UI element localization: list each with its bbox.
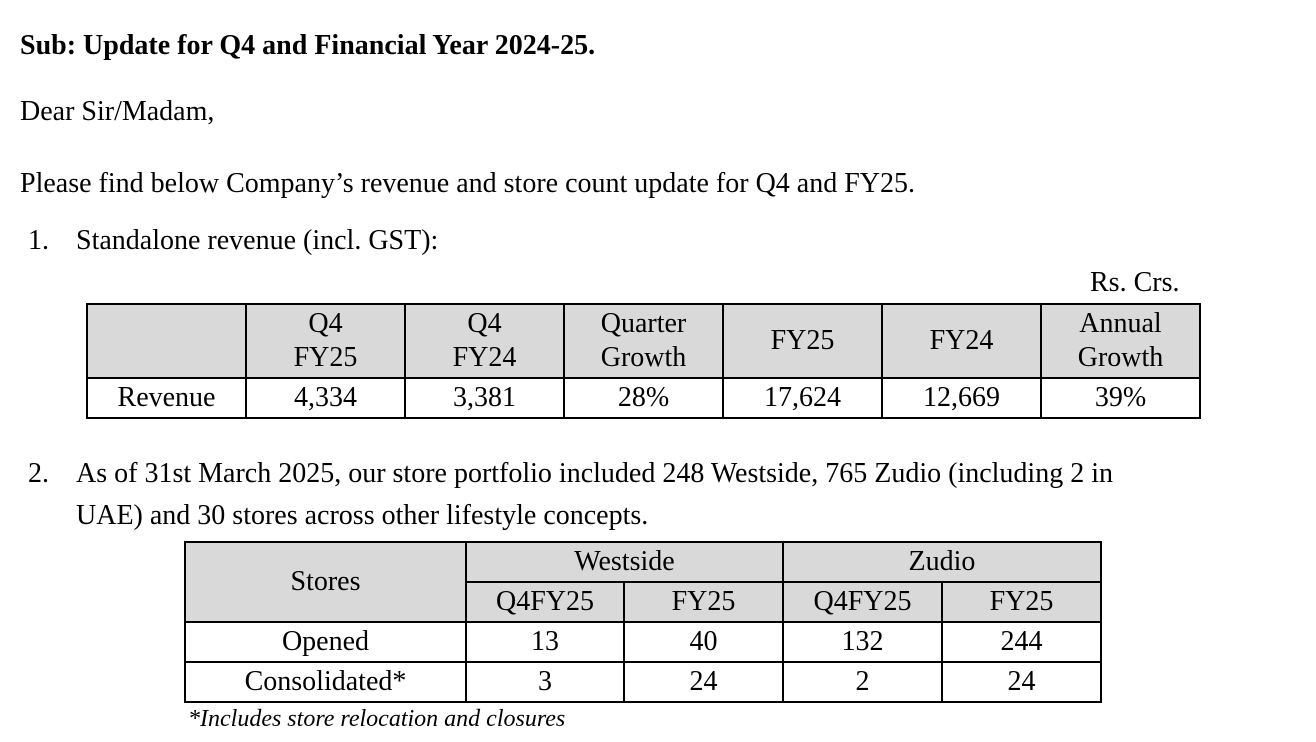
store-cell: 40: [623, 621, 784, 663]
store-table: Stores Westside Zudio Q4FY25 FY25 Q4FY25…: [184, 541, 1102, 703]
item-2-line-1: As of 31st March 2025, our store portfol…: [76, 458, 1113, 489]
revenue-row-label: Revenue: [86, 377, 247, 419]
item-2-line-2: UAE) and 30 stores across other lifestyl…: [76, 500, 649, 531]
revenue-header-fy24: FY24: [881, 303, 1042, 379]
revenue-header-fy25: FY25: [722, 303, 883, 379]
salutation: Dear Sir/Madam,: [20, 96, 215, 127]
store-cell: 2: [782, 661, 943, 703]
revenue-fy24-value: 12,669: [881, 377, 1042, 419]
store-cell: 24: [941, 661, 1102, 703]
store-cell: 244: [941, 621, 1102, 663]
store-cell: 132: [782, 621, 943, 663]
store-cell: 13: [465, 621, 625, 663]
revenue-header-annual-growth: Annual Growth: [1040, 303, 1201, 379]
item-1-text: Standalone revenue (incl. GST):: [76, 225, 439, 256]
store-subheader-westside-fy25: FY25: [623, 581, 784, 623]
footnote: *Includes store relocation and closures: [188, 706, 566, 732]
store-header-corner: Stores: [184, 541, 467, 623]
item-1-number: 1.: [28, 225, 49, 256]
revenue-quarter-growth-value: 28%: [563, 377, 724, 419]
store-subheader-zudio-fy25: FY25: [941, 581, 1102, 623]
revenue-header-q4fy24: Q4 FY24: [404, 303, 565, 379]
revenue-fy25-value: 17,624: [722, 377, 883, 419]
revenue-q4fy24-value: 3,381: [404, 377, 565, 419]
revenue-table: Q4 FY25 Q4 FY24 Quarter Growth FY25 FY24 An…: [86, 303, 1201, 419]
revenue-header-quarter-growth: Quarter Growth: [563, 303, 724, 379]
unit-label: Rs. Crs.: [1090, 267, 1180, 298]
revenue-header-corner: [86, 303, 247, 379]
store-header-westside: Westside: [465, 541, 784, 583]
table-row: Opened 13 40 132 244: [184, 621, 1102, 663]
revenue-header-q4fy25: Q4 FY25: [245, 303, 406, 379]
table-row: Revenue 4,334 3,381 28% 17,624 12,669 39…: [86, 377, 1201, 419]
item-2-number: 2.: [28, 458, 49, 489]
table-row: Consolidated* 3 24 2 24: [184, 661, 1102, 703]
store-header-zudio: Zudio: [782, 541, 1102, 583]
revenue-annual-growth-value: 39%: [1040, 377, 1201, 419]
store-row-label: Opened: [184, 621, 467, 663]
intro-paragraph: Please find below Company’s revenue and …: [20, 168, 916, 199]
revenue-q4fy25-value: 4,334: [245, 377, 406, 419]
store-cell: 3: [465, 661, 625, 703]
store-subheader-zudio-q4fy25: Q4FY25: [782, 581, 943, 623]
subject-line: Sub: Update for Q4 and Financial Year 20…: [20, 30, 596, 61]
store-subheader-westside-q4fy25: Q4FY25: [465, 581, 625, 623]
store-row-label: Consolidated*: [184, 661, 467, 703]
store-cell: 24: [623, 661, 784, 703]
